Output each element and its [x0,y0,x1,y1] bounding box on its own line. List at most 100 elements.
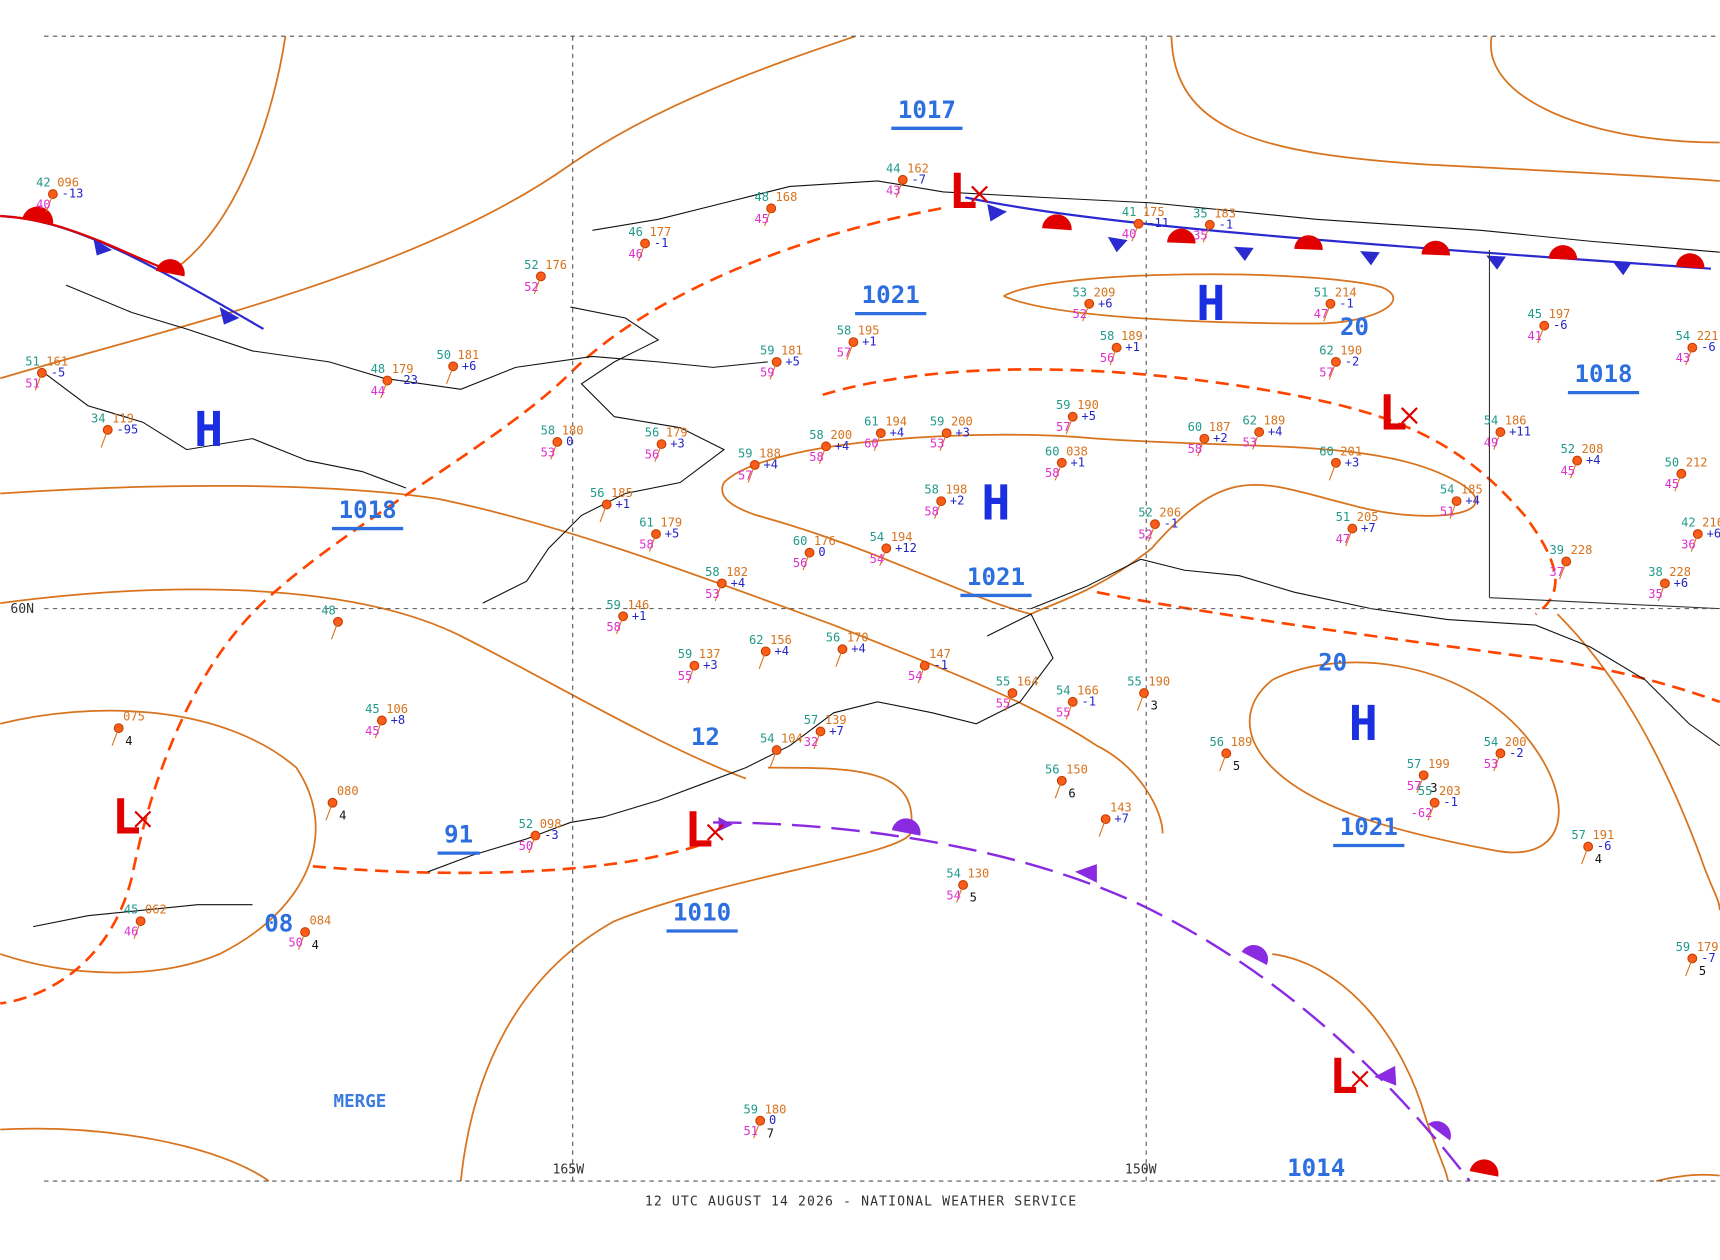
cloud-cover: 3 [1430,781,1437,795]
isobar-label: 12 [691,723,720,751]
pressure: 177 [649,225,671,239]
center-x [971,185,988,203]
station-plot: 54 200 53 -2 [1484,735,1527,772]
pressure-tendency: -2 [1345,354,1360,368]
temperature: 57 [1407,757,1422,771]
wind-barb [802,552,811,571]
temperature: 54 [1056,683,1071,697]
dew-point: 53 [705,587,720,601]
pressure-tendency: +4 [1268,425,1283,439]
lat-lon-grid [44,35,1720,1182]
pressure: 185 [611,486,633,500]
cloud-cover: 7 [767,1126,774,1140]
grid-label: 60N [10,602,34,617]
wind-barb [34,372,43,391]
pressure: 206 [1159,506,1181,520]
temperature: 58 [1100,329,1115,343]
pressure: 084 [310,914,332,928]
wind-barb [330,621,339,640]
pressure: 139 [825,713,847,727]
center-x [1351,1070,1369,1088]
station-plot: 59 146 58 +1 [606,598,649,635]
dew-point: 58 [809,450,824,464]
wind-barb [873,432,882,451]
dew-point: 54 [870,552,885,566]
wind-barb [1323,303,1331,322]
pressure: 216 [1702,516,1720,530]
temperature: 56 [826,631,841,645]
temperature: 50 [1665,455,1680,469]
pressure: 194 [891,530,913,544]
temperature: 46 [628,225,643,239]
pressure-center: L [1329,1049,1358,1105]
station-plot: 147 54 -1 [908,647,951,684]
wind-barb [747,464,756,483]
pressure: 156 [770,633,792,647]
temperature: 45 [1528,307,1543,321]
station-plot: 55 203 -62 -1 [1411,784,1461,821]
pressure: 164 [1017,675,1039,689]
temperature: 54 [760,732,775,746]
temperature: 57 [1571,828,1586,842]
pressure-tendency: +6 [1707,527,1720,541]
pressure: 075 [123,710,145,724]
station-plot: 41 175 40 -11 [1122,205,1169,242]
pressure: 228 [1571,543,1593,557]
dew-point: 46 [124,925,139,939]
dew-point: 51 [1440,505,1455,519]
dew-point: 47 [1336,532,1351,546]
station-plot: 60 201+3 [1319,444,1362,481]
wind-barb [648,533,657,552]
isobar-label: 1021 [1340,813,1398,841]
wind-barb [846,341,854,360]
wind-barb [1345,528,1353,547]
pressure: 189 [1121,329,1143,343]
pressure-center: H [194,402,223,458]
wind-barb [1082,303,1090,322]
dew-point: 55 [996,697,1011,711]
wind-barb [1537,325,1545,344]
wind-barb [818,446,827,465]
pressure-tendency: +4 [774,644,789,658]
station-marker [837,644,848,655]
temperature: 58 [705,565,720,579]
wind-barb [1065,416,1074,435]
wind-barb [1131,223,1140,242]
pressure-tendency: +1 [862,335,877,349]
pressure: 119 [112,411,134,425]
dew-point: 51 [25,376,40,390]
temperature: 60 [1319,444,1334,458]
station-plot: 53 209 52 +6 [1072,285,1115,322]
pressure-tendency: +3 [670,437,685,451]
dew-point: 59 [760,365,775,379]
station-plot: 56 189 5 [1210,735,1253,773]
pressure: 147 [929,647,951,661]
pressure-tendency: +12 [895,541,917,555]
station-plot: 56 185+1 [590,486,633,523]
wind-barb [380,380,388,399]
pressure: 190 [1148,675,1170,689]
temperature: 45 [365,702,380,716]
station-plot: 44 162 43 -7 [886,161,929,198]
wind-barb [1559,561,1567,580]
station-plot: 45 106 45 +8 [365,702,408,739]
isobar-label: 1021 [862,281,920,309]
temperature: 34 [91,411,106,425]
footer: 12 UTC AUGUST 14 2026 - NATIONAL WEATHER… [645,1194,1077,1209]
station-plot: 59 190 57 +5 [1056,398,1099,435]
station-marker [1056,457,1067,468]
temperature: 59 [1056,398,1071,412]
cloud-cover: 4 [125,734,132,748]
station-marker [530,830,541,841]
center-x [134,810,152,828]
pressure-tendency: +3 [703,658,718,672]
temperature: 59 [606,598,621,612]
pressure-tendency: +4 [1586,453,1601,467]
station-plot: 62 189 53 +4 [1242,414,1285,450]
wind-barb [687,665,695,684]
station-marker [1330,457,1341,468]
wind-barb [599,504,608,523]
center-x [1400,407,1418,425]
temperature: 39 [1550,543,1565,557]
pressure-tendency: -1 [1443,795,1458,809]
